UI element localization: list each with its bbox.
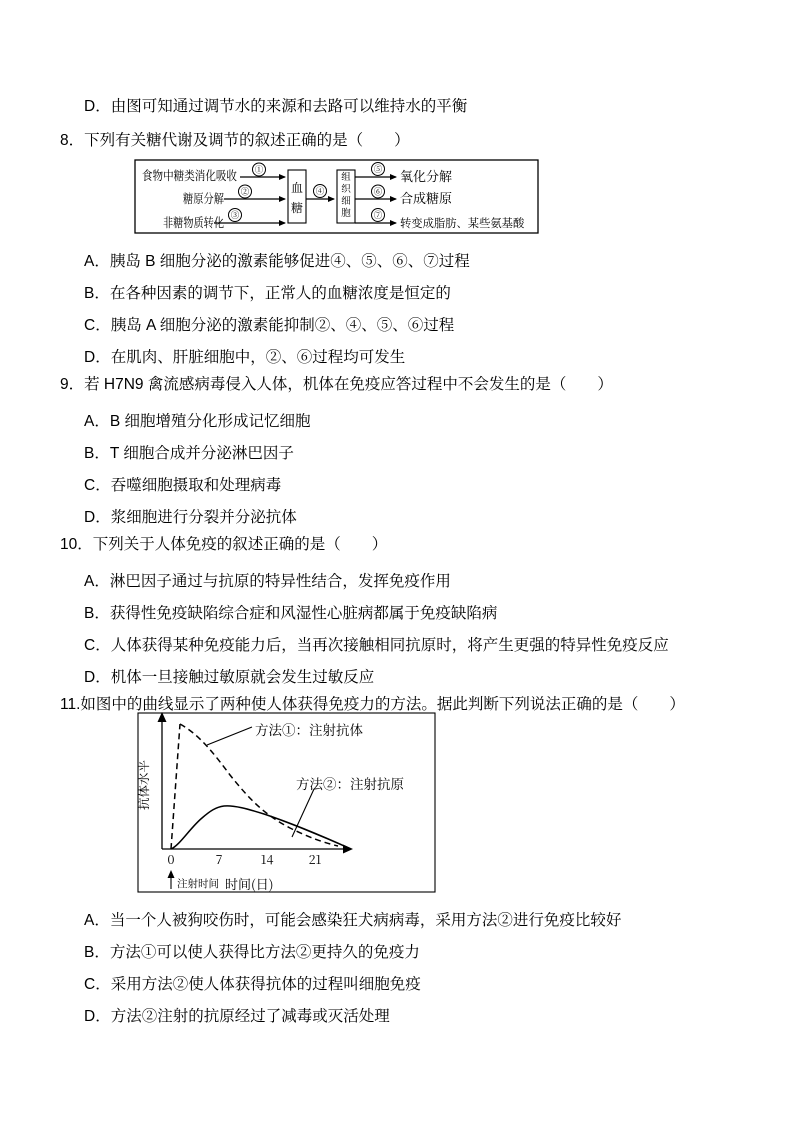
svg-text:③: ③ bbox=[231, 209, 240, 221]
svg-text:方法①：注射抗体: 方法①：注射抗体 bbox=[255, 719, 363, 739]
svg-text:⑤: ⑤ bbox=[374, 163, 383, 175]
svg-text:胞: 胞 bbox=[341, 205, 351, 219]
svg-text:7: 7 bbox=[216, 850, 223, 868]
svg-text:织: 织 bbox=[341, 181, 351, 195]
svg-text:食物中糖类消化吸收: 食物中糖类消化吸收 bbox=[142, 166, 237, 184]
svg-text:14: 14 bbox=[261, 850, 274, 868]
svg-text:时间(日): 时间(日) bbox=[225, 874, 273, 893]
svg-text:注射时间: 注射时间 bbox=[177, 876, 219, 891]
svg-text:合成糖原: 合成糖原 bbox=[400, 188, 452, 207]
svg-text:细: 细 bbox=[341, 193, 351, 207]
svg-text:④: ④ bbox=[316, 185, 325, 197]
svg-text:⑥: ⑥ bbox=[374, 186, 383, 198]
svg-text:氧化分解: 氧化分解 bbox=[400, 166, 452, 185]
svg-text:⑦: ⑦ bbox=[374, 209, 383, 221]
svg-text:①: ① bbox=[255, 164, 264, 176]
svg-text:②: ② bbox=[241, 186, 250, 198]
svg-text:糖: 糖 bbox=[291, 199, 303, 216]
svg-text:组: 组 bbox=[341, 169, 351, 183]
svg-text:抗体水平: 抗体水平 bbox=[134, 760, 152, 810]
svg-text:21: 21 bbox=[309, 850, 322, 868]
svg-text:血: 血 bbox=[291, 179, 303, 196]
svg-text:转变成脂肪、某些氨基酸: 转变成脂肪、某些氨基酸 bbox=[400, 215, 525, 231]
svg-text:非糖物质转化: 非糖物质转化 bbox=[163, 213, 224, 231]
svg-text:方法②：注射抗原: 方法②：注射抗原 bbox=[296, 773, 404, 793]
svg-text:糖原分解: 糖原分解 bbox=[183, 189, 224, 207]
svg-text:0: 0 bbox=[168, 850, 175, 868]
